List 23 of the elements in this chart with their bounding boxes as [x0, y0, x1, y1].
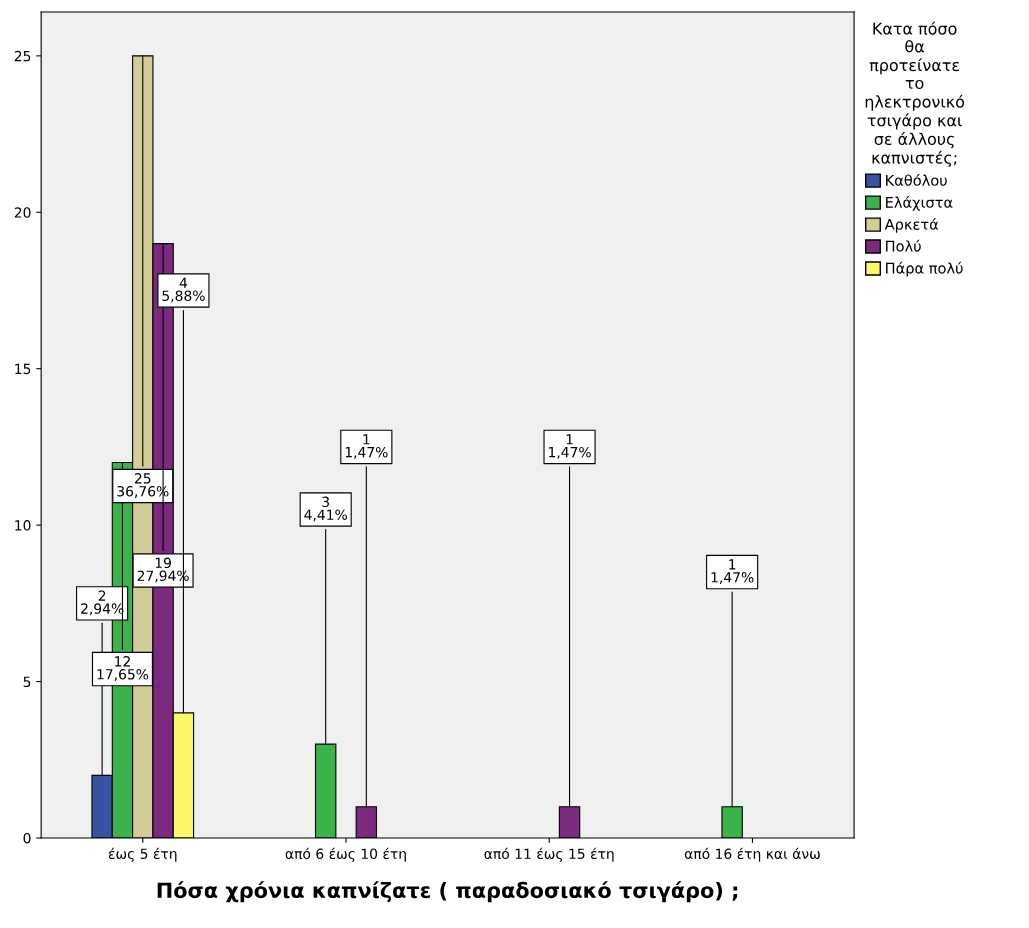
data-label: 4 5,88%	[162, 277, 205, 303]
legend-label: Πολύ	[886, 239, 921, 252]
legend-label: Ελάχιστα	[886, 195, 953, 211]
y-tick-label: 10	[15, 520, 31, 531]
data-label: 1 1,47%	[549, 434, 591, 459]
y-tick-label: 15	[15, 363, 31, 375]
y-tick-label: 20	[14, 207, 31, 218]
data-label: 3 4,41%	[304, 496, 347, 522]
legend-label: Αρκετά	[884, 217, 939, 233]
legend-title: Κατα πόσο θα προτείνατε το ηλεκτρονικό τσιγάρο και σε άλλους καπνιστές;	[865, 21, 965, 167]
legend-label: Καθόλου	[886, 173, 947, 186]
x-tick-label: από 16 έτη και άνω	[684, 847, 820, 862]
y-tick-label: 25	[14, 50, 31, 62]
data-label: 1 1,47%	[711, 559, 754, 584]
legend-label: Πάρα πολύ	[886, 261, 963, 277]
x-axis-title: Πόσα χρόνια καπνίζατε ( παραδοσιακό τσιγάρο) ;	[157, 881, 738, 903]
x-tick-label: έως 5 έτη	[108, 847, 177, 862]
y-tick-label: 5	[23, 676, 31, 688]
data-label: 12 17,65%	[97, 656, 149, 681]
data-label: 1 1,47%	[345, 434, 388, 459]
x-tick-label: από 6 έως 10 έτη	[285, 847, 406, 862]
y-tick-label: 0	[23, 832, 31, 844]
x-tick-label: από 11 έως 15 έτη	[484, 847, 614, 862]
